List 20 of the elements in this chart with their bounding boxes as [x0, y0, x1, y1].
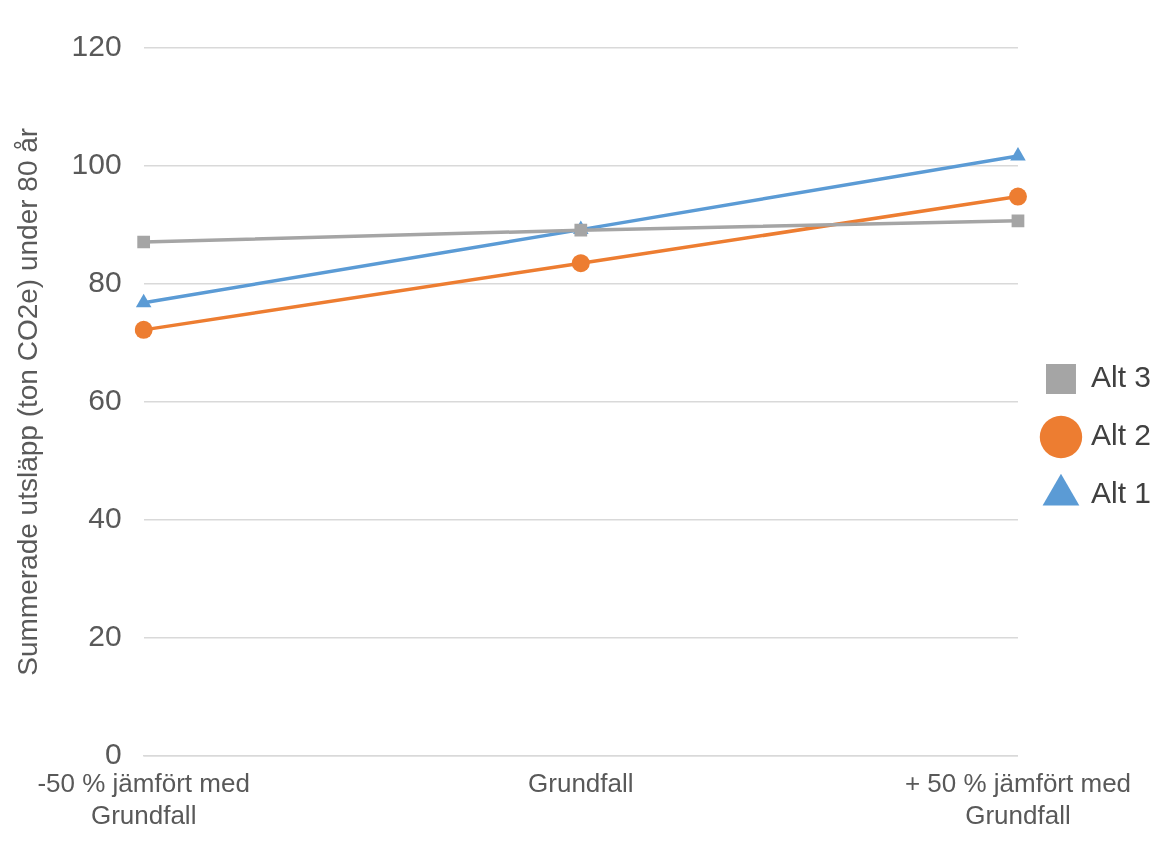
point: [137, 235, 151, 249]
x-tick-label: Grundfall: [528, 768, 634, 799]
y-tick-label: 20: [88, 618, 122, 652]
legend-label: Alt 1: [1090, 476, 1151, 510]
y-tick-label: 60: [88, 383, 122, 417]
x-tick-label: + 50 % jämfört med Grundfall: [904, 768, 1132, 830]
y-tick-label: 0: [104, 736, 122, 770]
point: [571, 254, 590, 273]
legend-label: Alt 2: [1090, 418, 1151, 452]
y-tick-label: 120: [71, 29, 122, 63]
y-tick-label: 100: [71, 147, 122, 181]
y-tick-label: 80: [88, 265, 122, 299]
point: [1008, 187, 1027, 206]
x-tick-label: -50 % jämfört med Grundfall: [37, 768, 250, 830]
point: [1011, 214, 1025, 228]
y-axis-title: Summerade utsläpp (ton CO2e) under 80 år: [11, 127, 43, 676]
legend-label: Alt 3: [1090, 360, 1151, 394]
point: [134, 320, 153, 339]
point: [135, 293, 152, 308]
y-tick-label: 40: [88, 501, 122, 534]
